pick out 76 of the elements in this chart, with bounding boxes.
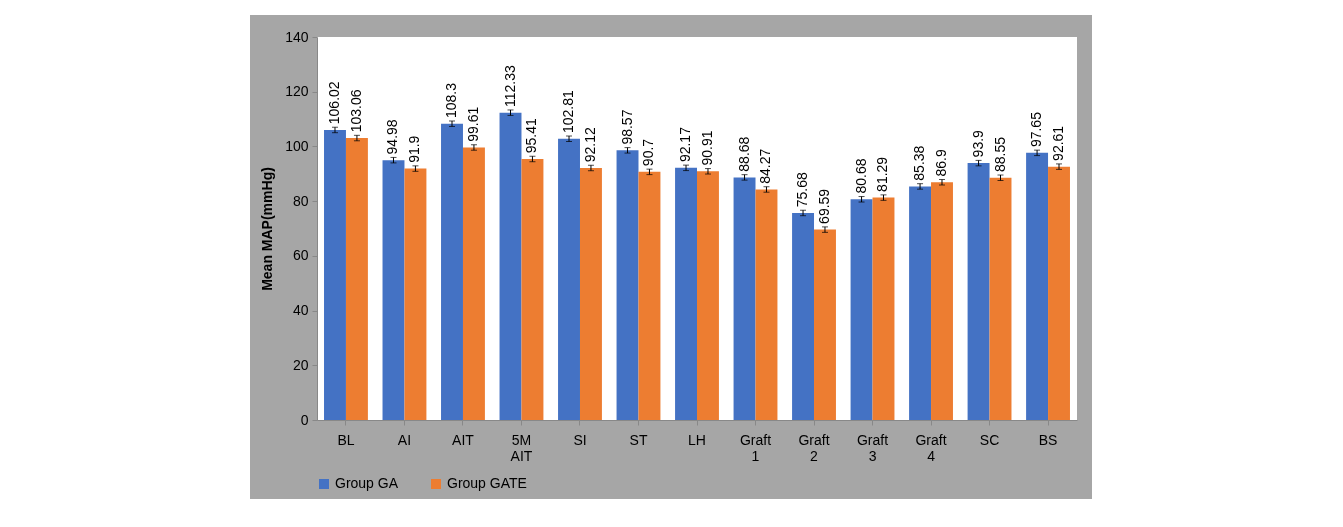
data-label: 92.17: [677, 126, 694, 163]
data-label: 75.68: [794, 171, 811, 208]
x-tick-label: LH: [688, 431, 706, 448]
bar: [989, 177, 1012, 420]
x-tick-label: ST: [629, 431, 648, 448]
x-tick-label: 5M AIT: [510, 431, 533, 464]
bar: [1048, 166, 1070, 420]
data-label: 106.02: [325, 81, 342, 125]
data-label: 92.61: [1050, 125, 1067, 161]
legend-label: Group GA: [335, 475, 399, 491]
data-label: 69.59: [815, 188, 832, 224]
data-label: 95.41: [523, 118, 540, 154]
data-label: 86.9: [933, 149, 949, 177]
y-tick-label: 20: [292, 356, 309, 373]
y-axis-title: Mean MAP(mmHg): [259, 167, 276, 291]
bar: [967, 163, 990, 420]
y-tick-label: 40: [292, 302, 309, 319]
data-label: 88.68: [735, 136, 752, 172]
data-label: 102.81: [560, 89, 577, 134]
bar: [324, 129, 346, 420]
bar: [462, 147, 485, 420]
bar: [382, 160, 405, 420]
data-label: 103.06: [347, 89, 364, 133]
y-tick-label: 0: [300, 411, 309, 428]
bar: [850, 199, 873, 420]
legend-label: Group GATE: [447, 475, 527, 491]
y-tick-label: 100: [285, 137, 309, 154]
data-label: 90.7: [640, 138, 657, 167]
x-tick-label: BL: [337, 431, 355, 448]
y-tick-label: 140: [285, 28, 309, 45]
bar: [616, 150, 639, 420]
bar: [638, 171, 661, 420]
x-tick-label: SC: [979, 431, 1000, 448]
bar: [579, 167, 602, 420]
data-label: 81.29: [874, 156, 891, 192]
bar: [697, 171, 719, 420]
data-label: 91.9: [406, 135, 423, 163]
bar: [909, 186, 932, 420]
x-tick-label: Graft 4: [915, 431, 947, 464]
data-label: 92.12: [581, 127, 598, 163]
x-tick-label: Graft 3: [856, 431, 889, 464]
y-tick-label: 60: [292, 247, 309, 264]
bar: [441, 123, 463, 420]
data-label: 94.98: [384, 119, 401, 155]
bar: [814, 229, 836, 420]
bar: [558, 138, 580, 420]
x-tick-label: SI: [573, 431, 587, 448]
data-label: 93.9: [969, 129, 986, 158]
bar: [404, 168, 427, 420]
data-label: 112.33: [501, 64, 518, 107]
bar: [755, 189, 778, 420]
bar: [931, 182, 953, 420]
x-tick-label: Graft 2: [798, 431, 830, 464]
data-label: 98.57: [618, 109, 635, 145]
data-label: 90.91: [698, 130, 715, 166]
y-tick-label: 80: [292, 192, 309, 209]
data-label: 84.27: [757, 148, 774, 184]
data-label: 108.3: [443, 82, 459, 118]
bar: [675, 167, 697, 420]
data-label: 97.65: [1028, 111, 1045, 148]
bar: [521, 158, 544, 420]
bar: [872, 197, 895, 420]
x-tick-label: BS: [1038, 431, 1058, 448]
x-tick-label: AIT: [452, 431, 475, 448]
x-tick-label: AI: [397, 431, 412, 448]
bar: [1026, 152, 1049, 420]
x-tick-label: Graft 1: [739, 431, 772, 464]
data-label: 80.68: [852, 158, 869, 194]
data-label: 99.61: [464, 106, 481, 142]
y-tick-label: 120: [285, 83, 309, 100]
bar: [499, 112, 522, 420]
bar: [792, 212, 815, 420]
data-label: 88.55: [991, 136, 1008, 173]
data-label: 85.38: [911, 145, 928, 181]
bar: [345, 138, 368, 420]
bar: [733, 177, 756, 420]
